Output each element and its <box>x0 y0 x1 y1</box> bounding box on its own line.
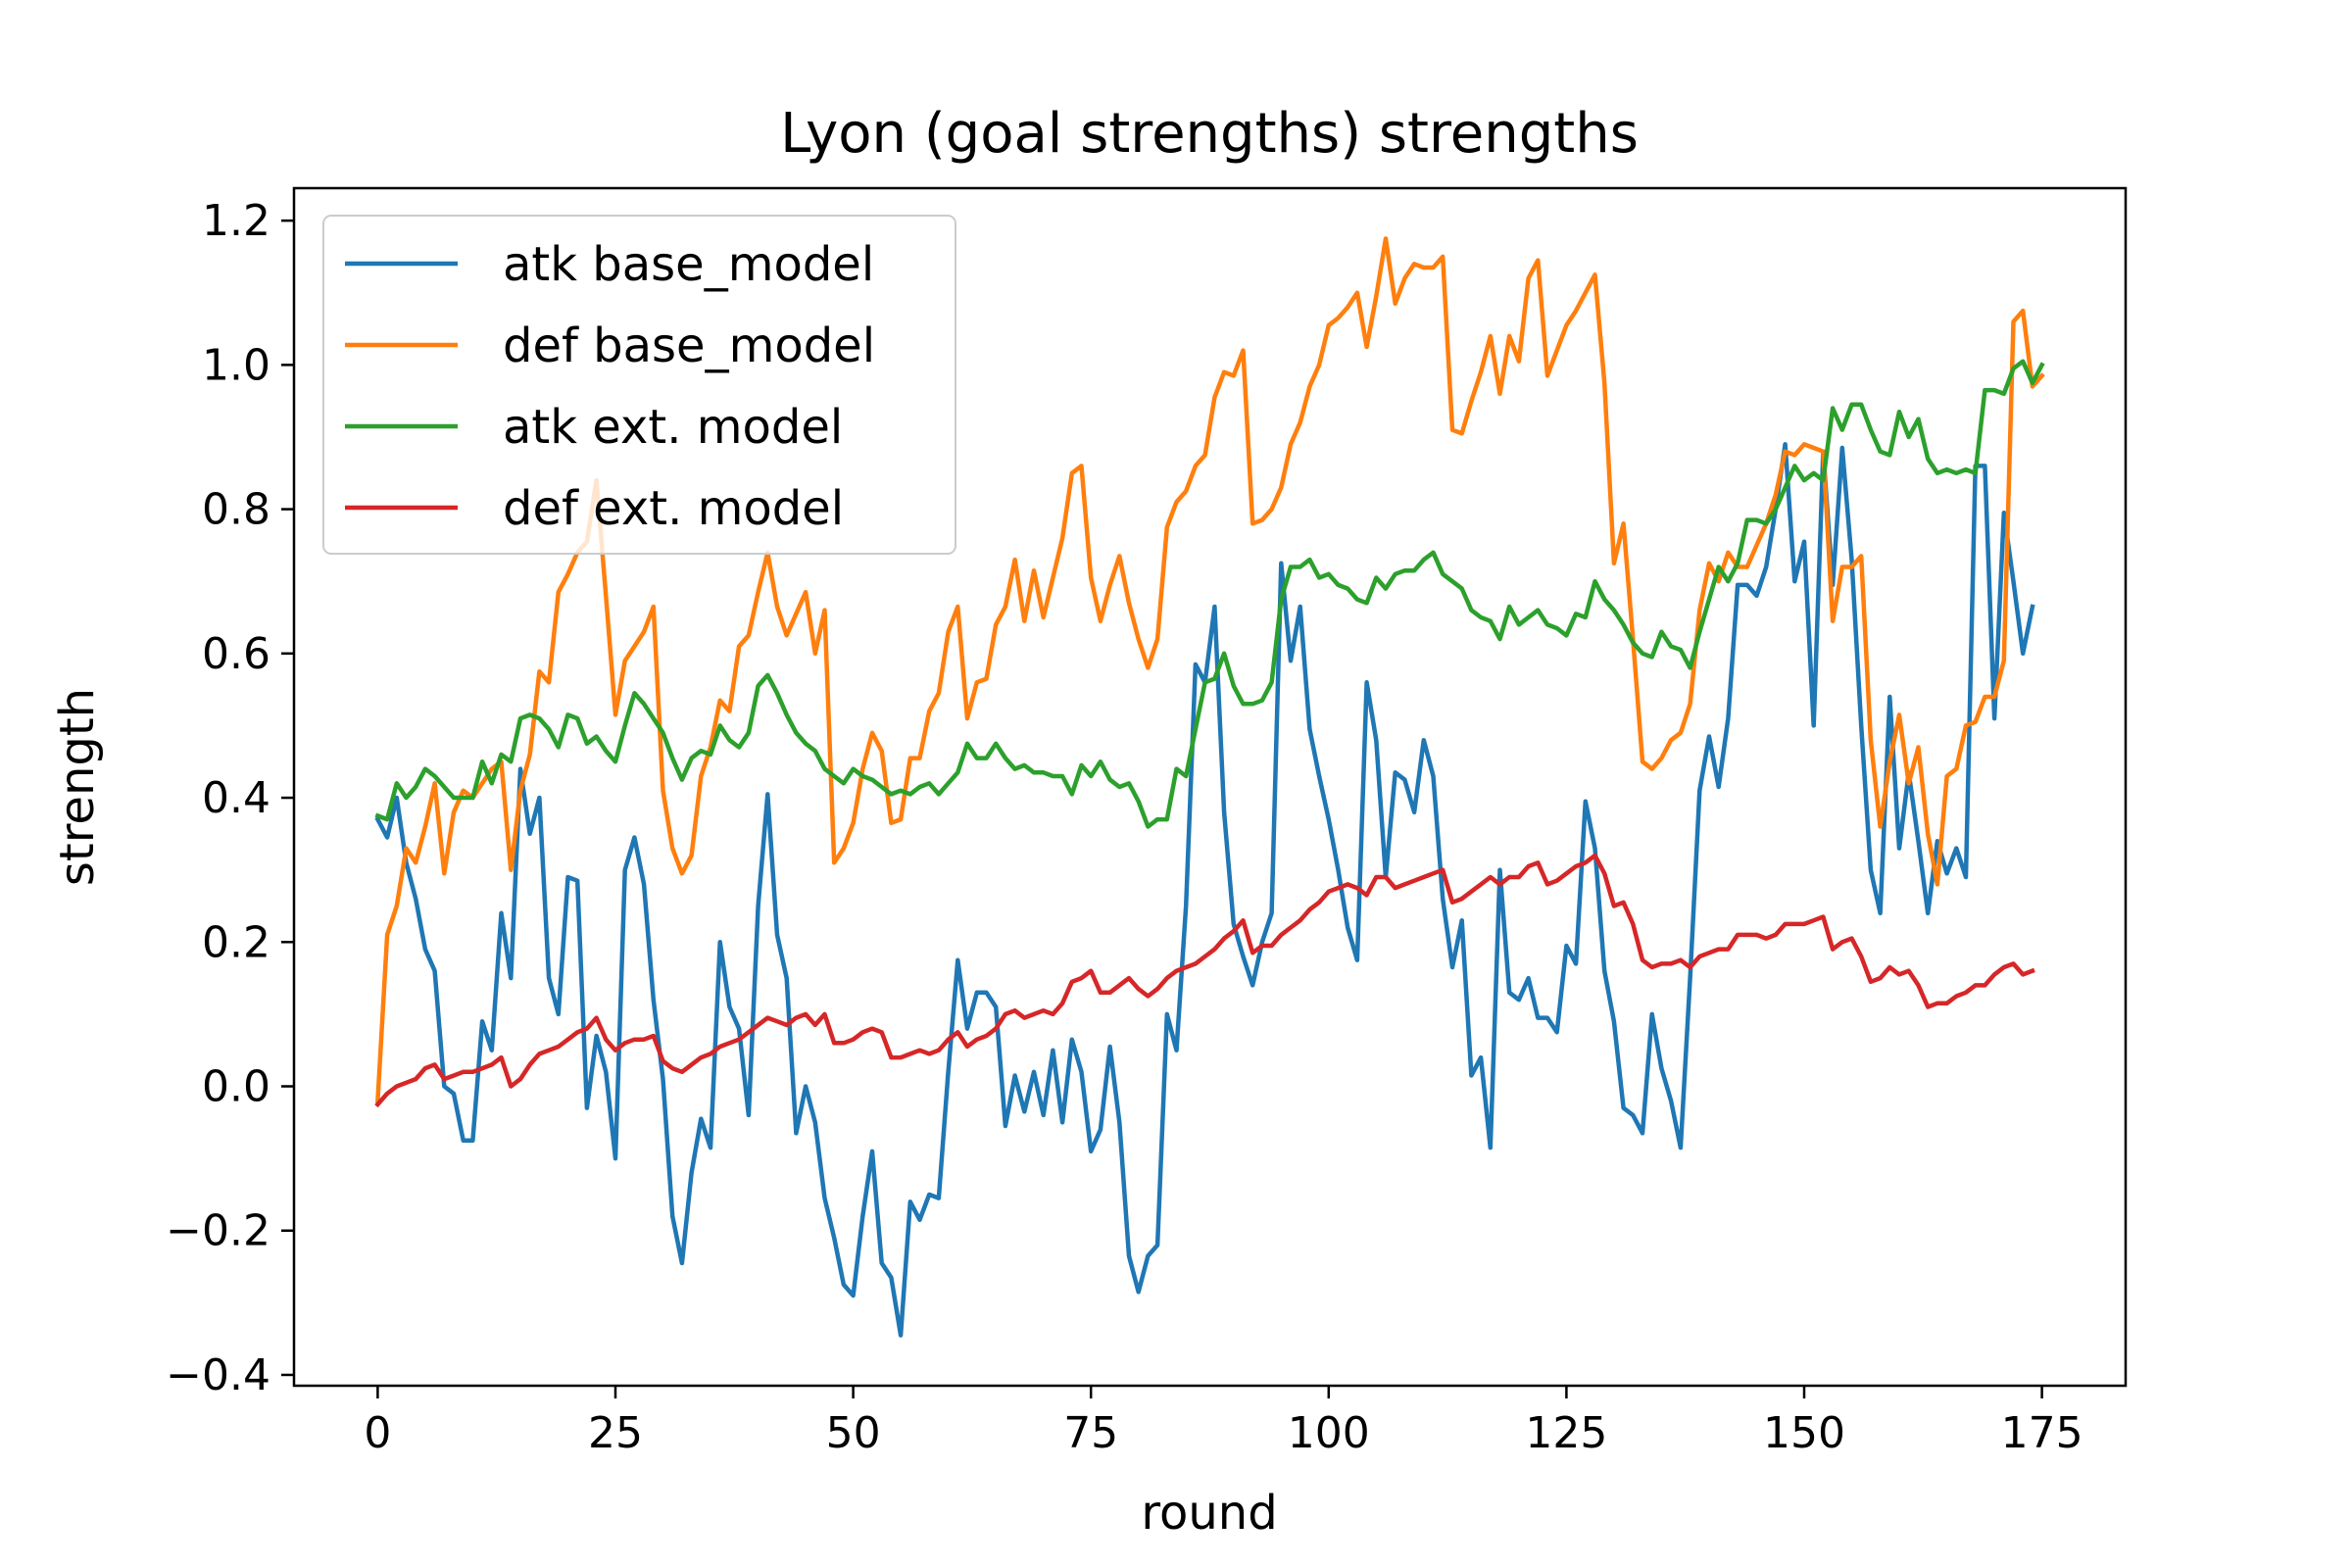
y-tick-label: −0.4 <box>166 1350 270 1400</box>
y-tick-label: 0.8 <box>202 485 270 535</box>
y-tick-label: 1.2 <box>202 196 270 246</box>
y-axis: −0.4 −0.2 0.0 0.2 0.4 0.6 0.8 1.0 1.2 <box>166 196 294 1400</box>
legend-label-2: atk ext. model <box>503 400 843 455</box>
y-tick-label: 1.0 <box>202 340 270 390</box>
x-tick-label: 150 <box>1763 1408 1845 1458</box>
y-tick-label: −0.2 <box>166 1206 270 1256</box>
legend-label-0: atk base_model <box>503 237 874 292</box>
y-tick-label: 0.6 <box>202 629 270 679</box>
x-tick-label: 75 <box>1063 1408 1118 1458</box>
y-tick-label: 0.4 <box>202 773 270 823</box>
series-line-1 <box>375 236 2045 1103</box>
plot-frame <box>292 186 2128 1388</box>
series-line-3 <box>374 853 2035 1108</box>
x-tick-label: 175 <box>2001 1408 2083 1458</box>
x-tick-label: 100 <box>1288 1408 1370 1458</box>
y-axis-label: strength <box>50 688 105 886</box>
x-tick-label: 0 <box>364 1408 391 1458</box>
chart-title: Lyon (goal strengths) strengths <box>780 102 1639 166</box>
x-axis-label: round <box>1141 1486 1277 1541</box>
legend-label-1: def base_model <box>503 318 875 373</box>
legend-box <box>322 215 956 555</box>
x-tick-label: 25 <box>588 1408 643 1458</box>
y-tick-label: 0.2 <box>202 917 270 967</box>
x-tick-label: 50 <box>826 1408 881 1458</box>
x-tick-label: 125 <box>1525 1408 1607 1458</box>
legend-label-3: def ext. model <box>503 481 844 536</box>
series-layer <box>374 236 2045 1338</box>
series-line-2 <box>374 359 2045 829</box>
y-tick-label: 0.0 <box>202 1062 270 1112</box>
x-axis: 0 25 50 75 100 125 150 175 <box>364 1386 2083 1458</box>
